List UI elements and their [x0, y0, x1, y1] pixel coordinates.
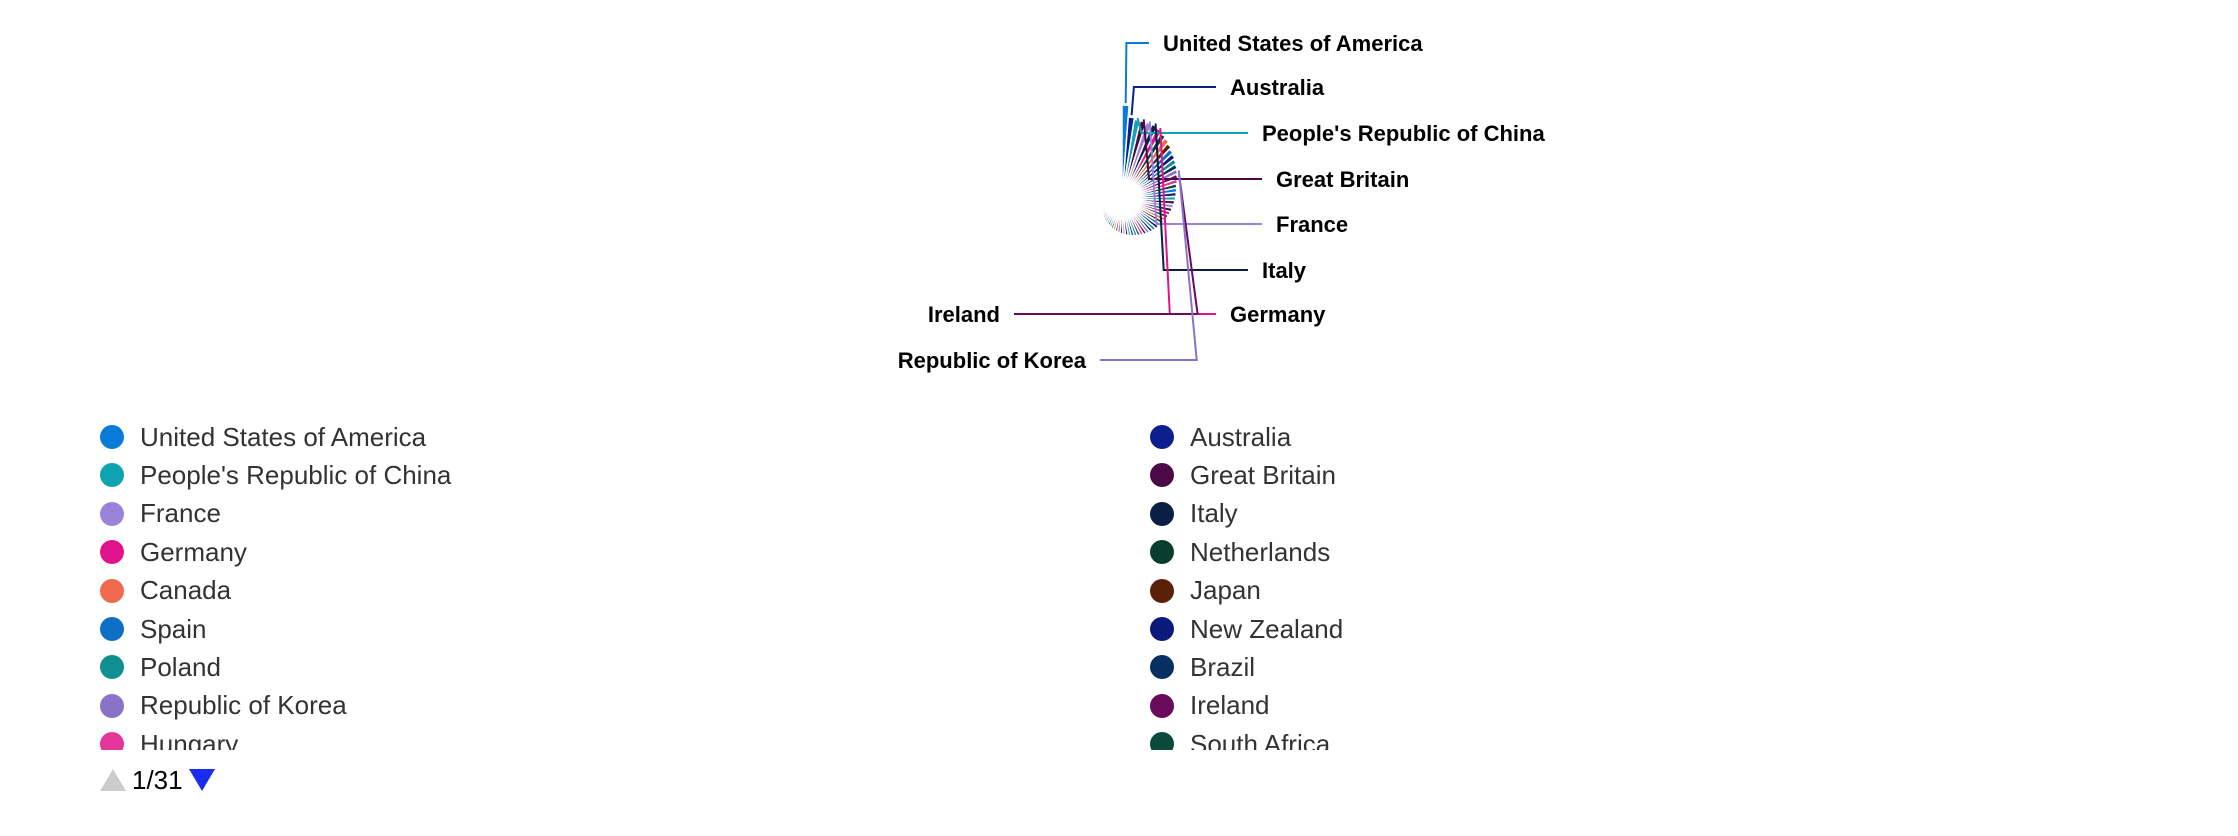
legend-label: Netherlands	[1190, 536, 1331, 567]
slice-label: Great Britain	[1276, 167, 1409, 192]
slice-label: Germany	[1230, 302, 1326, 327]
slice-label: Republic of Korea	[898, 348, 1087, 373]
label-leader-line	[1014, 175, 1199, 315]
legend-marker-icon	[100, 425, 124, 449]
legend-label: Brazil	[1190, 651, 1256, 682]
legend-marker-icon	[100, 501, 124, 526]
label-leader-line	[1100, 170, 1198, 361]
legend-marker-icon	[1150, 732, 1174, 750]
legend-item[interactable]: Netherlands	[1150, 533, 1330, 571]
legend-marker-icon	[100, 655, 124, 680]
slice-label: Italy	[1262, 258, 1307, 283]
pager-previous-arrow-icon[interactable]	[100, 769, 126, 791]
legend-marker-icon	[1150, 425, 1174, 449]
legend-item[interactable]: Canada	[100, 572, 231, 610]
legend-marker-icon	[1150, 540, 1174, 565]
legend-item[interactable]: Republic of Korea	[100, 687, 347, 725]
legend-marker-icon	[1150, 501, 1174, 526]
legend-item[interactable]: People's Republic of China	[100, 456, 451, 494]
legend-item[interactable]: United States of America	[100, 418, 426, 456]
label-leader-line	[1148, 121, 1262, 225]
legend-marker-icon	[1150, 693, 1174, 718]
legend-label: Poland	[140, 651, 221, 682]
label-leader-line	[1124, 42, 1149, 104]
legend-label: Japan	[1190, 575, 1261, 606]
legend-label: Italy	[1190, 498, 1238, 529]
legend-item[interactable]: South Africa	[1150, 725, 1330, 750]
legend-label: Great Britain	[1190, 459, 1336, 490]
slice-label: Ireland	[928, 302, 1000, 327]
legend-marker-icon	[1150, 463, 1174, 488]
legend-label: France	[140, 498, 221, 529]
rose-pie-chart: United States of America Australia People'…	[898, 31, 1546, 373]
pie-slice[interactable]	[1121, 168, 1180, 200]
legend-marker-icon	[1150, 578, 1174, 603]
legend: United States of America Australia People'…	[100, 418, 2200, 750]
legend-label: New Zealand	[1190, 613, 1344, 644]
legend-item[interactable]: Australia	[1150, 418, 1291, 456]
slice-label: United States of America	[1163, 31, 1423, 56]
legend-item[interactable]: Italy	[1150, 495, 1238, 533]
legend-item[interactable]: Spain	[100, 610, 207, 648]
legend-item[interactable]: Poland	[100, 648, 221, 686]
legend-item[interactable]: Ireland	[1150, 687, 1270, 725]
legend-item[interactable]: New Zealand	[1150, 610, 1343, 648]
pager-page-indicator: 1/31	[132, 764, 183, 795]
legend-marker-icon	[1150, 617, 1174, 641]
legend-marker-icon	[100, 463, 124, 488]
label-leader-line	[1142, 119, 1262, 180]
legend-marker-icon	[1150, 655, 1174, 680]
legend-label: Australia	[1190, 421, 1292, 452]
slice-label: People's Republic of China	[1262, 121, 1545, 146]
legend-label: United States of America	[140, 421, 427, 452]
legend-label: Hungary	[140, 728, 239, 750]
label-leader-line	[1130, 86, 1216, 116]
legend-item[interactable]: Germany	[100, 533, 247, 571]
legend-item[interactable]: Brazil	[1150, 648, 1255, 686]
pie-slice[interactable]	[1101, 198, 1123, 213]
legend-label: Canada	[140, 575, 232, 606]
legend-item[interactable]: Great Britain	[1150, 456, 1336, 494]
legend-item[interactable]: Japan	[1150, 572, 1261, 610]
slice-label: France	[1276, 212, 1348, 237]
legend-label: Ireland	[1190, 690, 1270, 721]
legend-label: South Africa	[1190, 728, 1331, 750]
label-leader-line	[1154, 123, 1248, 271]
legend-marker-icon	[100, 540, 124, 565]
pie-slice[interactable]	[1121, 163, 1179, 200]
legend-label: Germany	[140, 536, 247, 567]
legend-item[interactable]: Hungary	[100, 725, 238, 750]
label-leader-line	[1136, 117, 1248, 134]
slice-label: Australia	[1230, 75, 1325, 100]
legend-label: Republic of Korea	[140, 690, 347, 721]
legend-marker-icon	[100, 693, 124, 718]
legend-pager: 1/31	[100, 764, 215, 796]
legend-marker-icon	[100, 732, 124, 750]
legend-marker-icon	[100, 578, 124, 603]
legend-label: People's Republic of China	[140, 459, 452, 490]
legend-marker-icon	[100, 617, 124, 641]
legend-label: Spain	[140, 613, 207, 644]
legend-item[interactable]: France	[100, 495, 221, 533]
pager-next-arrow-icon[interactable]	[188, 769, 215, 791]
